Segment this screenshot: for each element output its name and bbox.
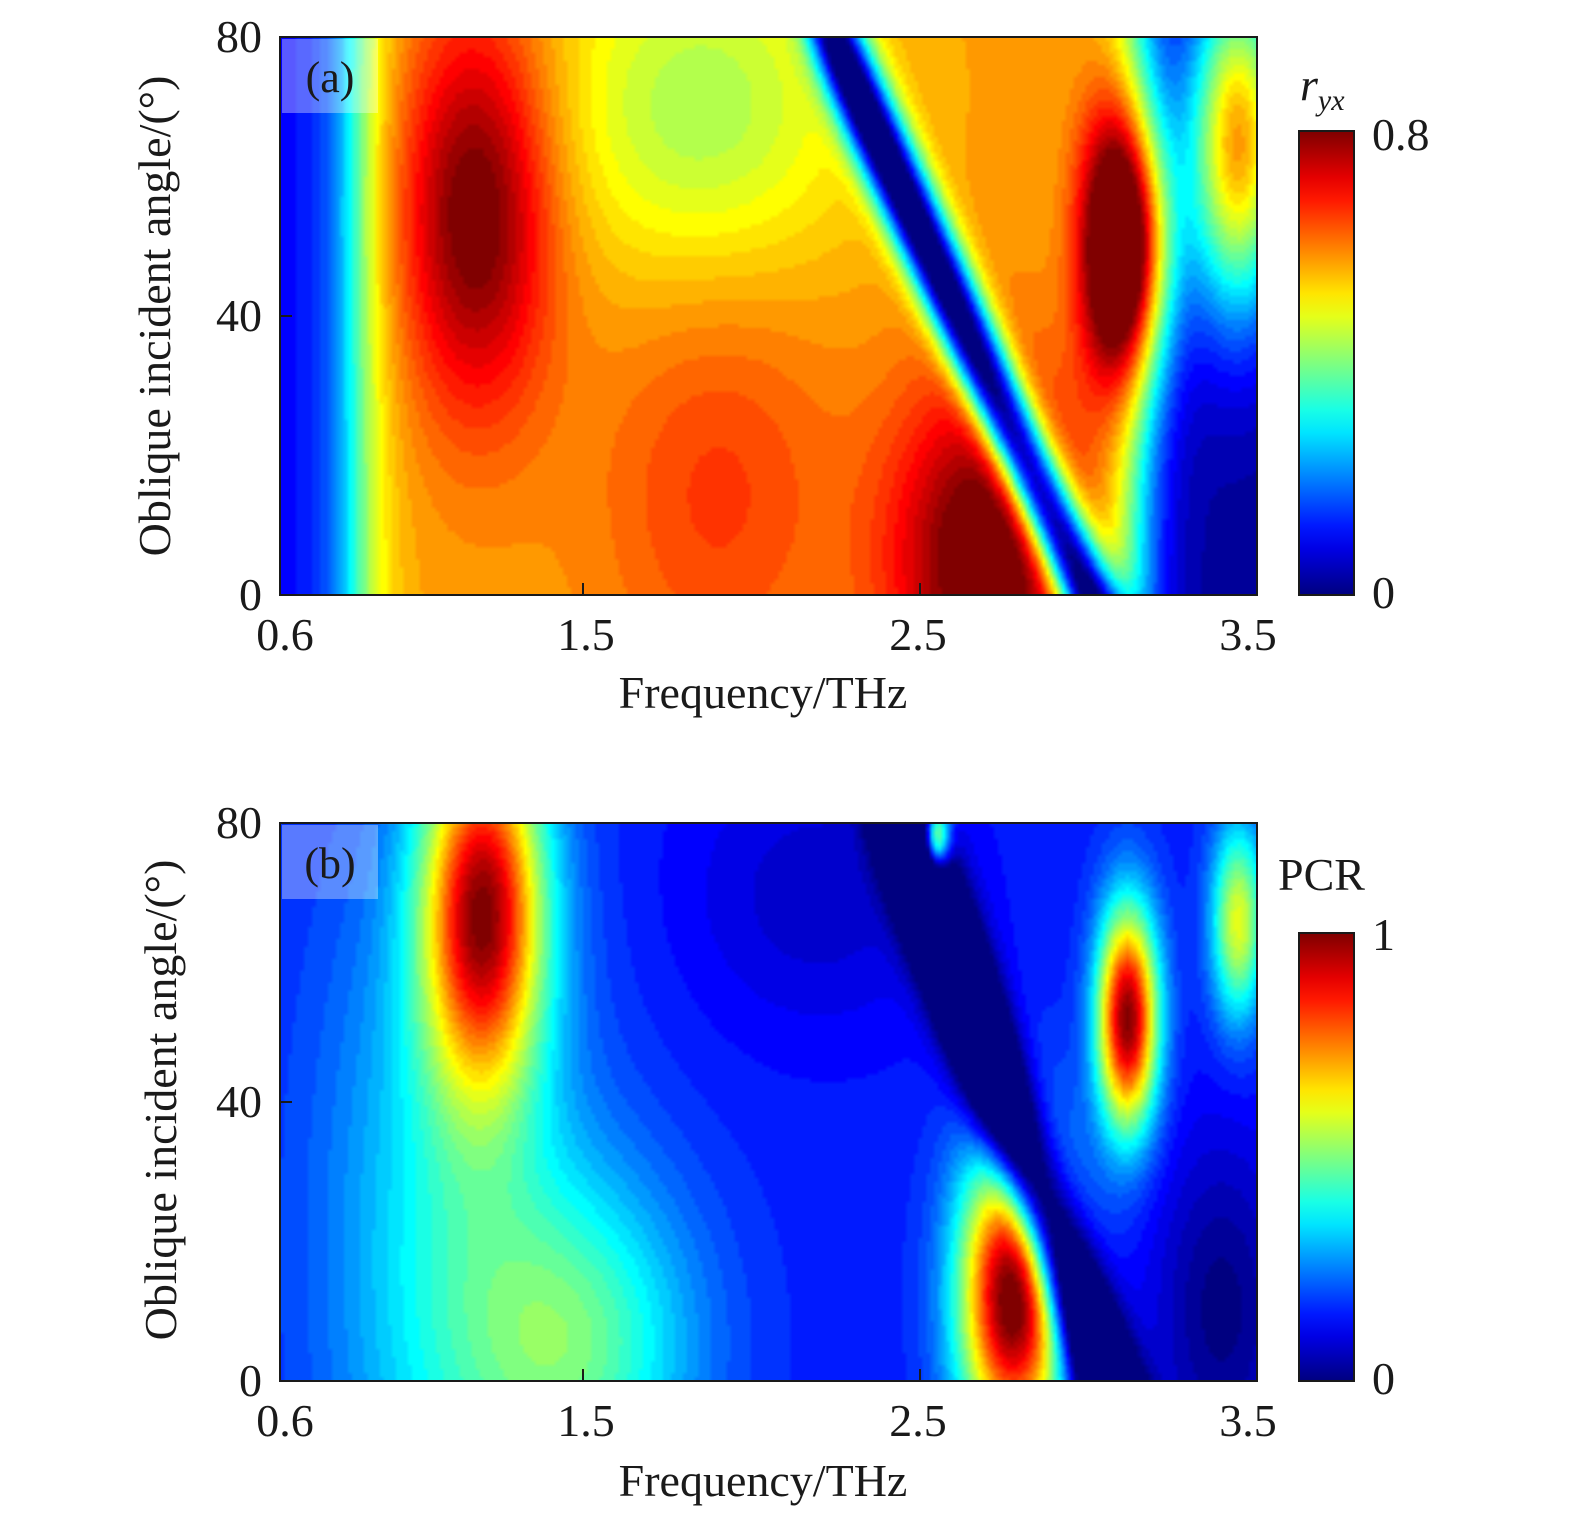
xtick-label-a-1.5: 1.5 (557, 609, 615, 660)
x-axis-title-a: Frequency/THz (619, 667, 908, 718)
panel-label-b: (b) (304, 839, 355, 888)
ytick-label-a-80: 80 (216, 11, 262, 62)
ytick-label-b-80: 80 (216, 797, 262, 848)
xtick-label-a-3.5: 3.5 (1219, 609, 1277, 660)
panel-a: (a) 80 40 0 0.6 1.5 2.5 3.5 Frequency/TH… (129, 11, 1430, 718)
xtick-label-a-2.5: 2.5 (889, 609, 947, 660)
xtick-label-b-0.6: 0.6 (256, 1395, 314, 1446)
colorbar-title-a: ryx (1300, 59, 1345, 117)
panel-label-box-b (282, 825, 378, 899)
colorbar-a (1298, 130, 1355, 596)
y-axis-title-b: Oblique incident angle/(°) (135, 860, 186, 1341)
ytick-label-b-0: 0 (239, 1355, 262, 1406)
colorbar-title-main-a: r (1300, 59, 1319, 110)
heatmap-a (280, 37, 1257, 595)
colorbar-max-label-b: 1 (1372, 909, 1395, 960)
panel-b: (b) 80 40 0 0.6 1.5 2.5 3.5 Frequency/TH… (135, 797, 1395, 1506)
colorbar-b (1298, 932, 1355, 1382)
colorbar-min-label-b: 0 (1372, 1353, 1395, 1404)
colorbar-title-b: PCR (1278, 849, 1365, 900)
ytick-label-a-0: 0 (239, 569, 262, 620)
colorbar-min-label-a: 0 (1372, 567, 1395, 618)
xtick-label-b-3.5: 3.5 (1219, 1395, 1277, 1446)
xtick-label-b-2.5: 2.5 (889, 1395, 947, 1446)
panel-label-box-a (282, 39, 378, 113)
x-axis-title-b: Frequency/THz (619, 1455, 908, 1506)
colorbar-max-label-a: 0.8 (1372, 109, 1430, 160)
colorbar-title-sub-a: yx (1315, 84, 1345, 117)
ytick-label-b-40: 40 (216, 1076, 262, 1127)
y-axis-title-a: Oblique incident angle/(°) (129, 76, 180, 557)
heatmap-b (280, 823, 1257, 1381)
xtick-label-a-0.6: 0.6 (256, 609, 314, 660)
ytick-label-a-40: 40 (216, 290, 262, 341)
xtick-label-b-1.5: 1.5 (557, 1395, 615, 1446)
panel-label-a: (a) (306, 53, 355, 102)
